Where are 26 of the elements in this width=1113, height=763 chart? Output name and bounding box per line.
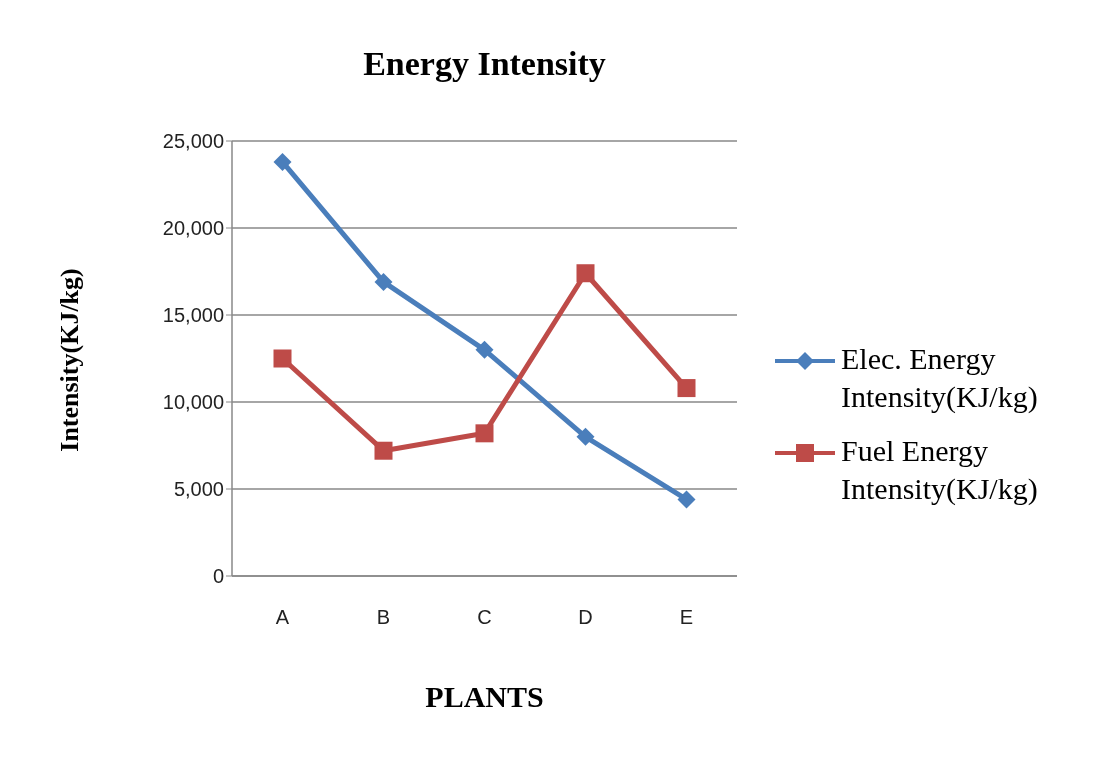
point xyxy=(475,340,494,359)
point xyxy=(576,264,595,283)
point xyxy=(677,490,696,509)
legend-label: Fuel Energy Intensity(KJ/kg) xyxy=(841,433,1039,507)
point xyxy=(374,272,393,291)
point xyxy=(374,441,393,460)
x-tick-label: B xyxy=(376,606,391,629)
x-tick-label: D xyxy=(578,606,593,629)
chart-title: Energy Intensity xyxy=(362,45,607,83)
y-tick-label: 15,000 xyxy=(162,304,224,327)
x-axis-title: PLANTS xyxy=(424,680,545,714)
x-tick-label: C xyxy=(477,606,492,629)
y-axis-title: Intensity(KJ/kg) xyxy=(55,268,84,452)
point xyxy=(273,349,292,368)
point xyxy=(677,379,696,398)
legend-label: Elec. Energy Intensity(KJ/kg) xyxy=(841,341,1039,415)
y-tick-label: 10,000 xyxy=(162,391,224,414)
point xyxy=(273,152,292,171)
x-tick-label: E xyxy=(679,606,694,629)
y-tick-label: 5,000 xyxy=(173,478,224,501)
y-tick-label: 25,000 xyxy=(162,130,224,153)
point xyxy=(475,424,494,443)
y-tick-label: 20,000 xyxy=(162,217,224,240)
y-tick-label: 0 xyxy=(212,565,224,588)
x-tick-label: A xyxy=(275,606,290,629)
point xyxy=(576,427,595,446)
